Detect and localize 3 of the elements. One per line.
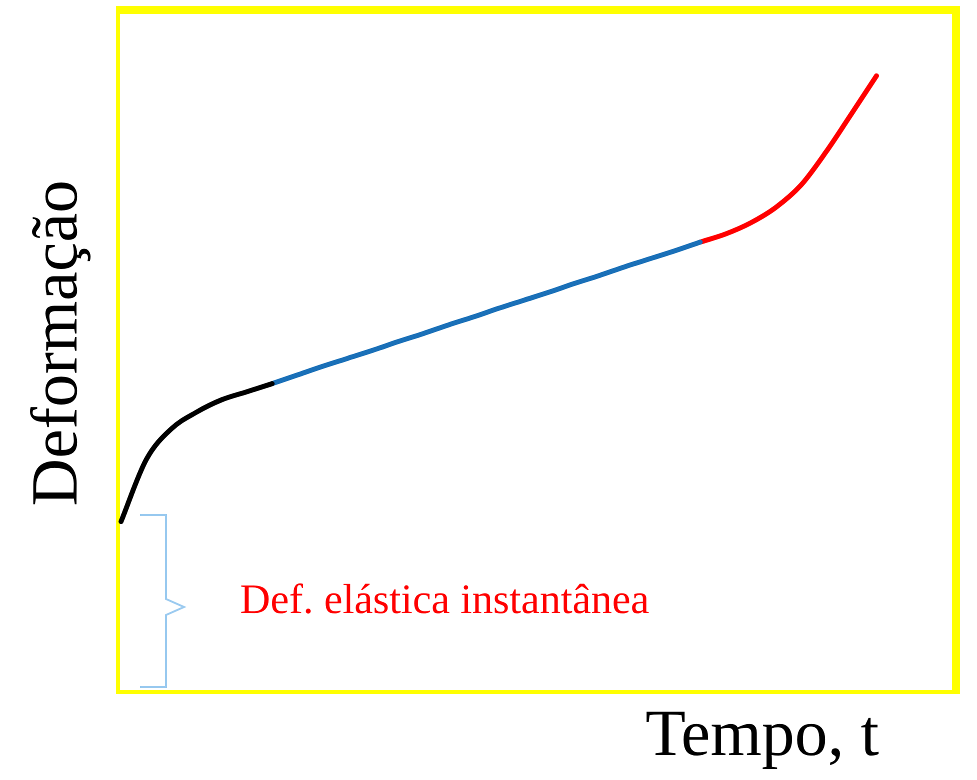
y-axis-title: Deformação <box>18 180 92 506</box>
annotation: Def. elástica instantânea <box>240 576 650 624</box>
x-axis-title: Tempo, t <box>645 697 879 771</box>
